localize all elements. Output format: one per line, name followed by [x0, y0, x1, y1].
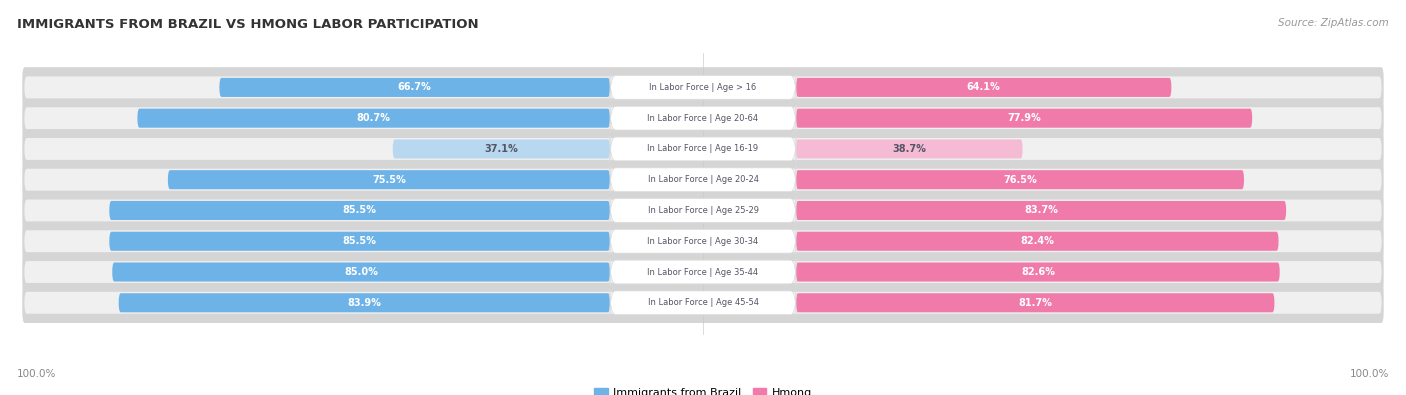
FancyBboxPatch shape: [610, 136, 796, 162]
FancyBboxPatch shape: [24, 107, 1382, 129]
FancyBboxPatch shape: [610, 228, 796, 254]
Text: In Labor Force | Age 25-29: In Labor Force | Age 25-29: [648, 206, 758, 215]
Text: 76.5%: 76.5%: [1002, 175, 1036, 185]
FancyBboxPatch shape: [118, 293, 610, 312]
FancyBboxPatch shape: [796, 170, 1244, 189]
FancyBboxPatch shape: [24, 169, 1382, 191]
FancyBboxPatch shape: [22, 190, 1384, 231]
FancyBboxPatch shape: [219, 78, 610, 97]
Text: In Labor Force | Age 20-24: In Labor Force | Age 20-24: [648, 175, 758, 184]
FancyBboxPatch shape: [610, 290, 796, 316]
FancyBboxPatch shape: [24, 138, 1382, 160]
FancyBboxPatch shape: [22, 129, 1384, 169]
Text: 85.5%: 85.5%: [343, 236, 377, 246]
Text: In Labor Force | Age 20-64: In Labor Force | Age 20-64: [647, 114, 759, 123]
Text: 37.1%: 37.1%: [485, 144, 519, 154]
FancyBboxPatch shape: [796, 232, 1278, 251]
Text: 85.0%: 85.0%: [344, 267, 378, 277]
FancyBboxPatch shape: [24, 199, 1382, 222]
FancyBboxPatch shape: [610, 259, 796, 285]
FancyBboxPatch shape: [110, 201, 610, 220]
Text: IMMIGRANTS FROM BRAZIL VS HMONG LABOR PARTICIPATION: IMMIGRANTS FROM BRAZIL VS HMONG LABOR PA…: [17, 18, 478, 31]
FancyBboxPatch shape: [24, 292, 1382, 314]
FancyBboxPatch shape: [796, 262, 1279, 282]
Text: 100.0%: 100.0%: [1350, 369, 1389, 379]
Text: 82.6%: 82.6%: [1021, 267, 1054, 277]
FancyBboxPatch shape: [796, 293, 1274, 312]
Text: 38.7%: 38.7%: [893, 144, 927, 154]
FancyBboxPatch shape: [24, 76, 1382, 98]
FancyBboxPatch shape: [22, 67, 1384, 107]
FancyBboxPatch shape: [138, 109, 610, 128]
FancyBboxPatch shape: [112, 262, 610, 282]
Text: 81.7%: 81.7%: [1018, 298, 1052, 308]
FancyBboxPatch shape: [796, 201, 1286, 220]
FancyBboxPatch shape: [796, 139, 1022, 158]
FancyBboxPatch shape: [22, 252, 1384, 292]
FancyBboxPatch shape: [22, 221, 1384, 261]
FancyBboxPatch shape: [110, 232, 610, 251]
FancyBboxPatch shape: [24, 230, 1382, 252]
FancyBboxPatch shape: [610, 74, 796, 100]
Text: In Labor Force | Age 35-44: In Labor Force | Age 35-44: [647, 267, 759, 276]
Text: 80.7%: 80.7%: [357, 113, 391, 123]
Text: Source: ZipAtlas.com: Source: ZipAtlas.com: [1278, 18, 1389, 28]
Text: In Labor Force | Age 45-54: In Labor Force | Age 45-54: [648, 298, 758, 307]
FancyBboxPatch shape: [610, 198, 796, 224]
FancyBboxPatch shape: [796, 109, 1253, 128]
Text: 66.7%: 66.7%: [398, 83, 432, 92]
Legend: Immigrants from Brazil, Hmong: Immigrants from Brazil, Hmong: [595, 388, 811, 395]
Text: 83.9%: 83.9%: [347, 298, 381, 308]
FancyBboxPatch shape: [392, 139, 610, 158]
FancyBboxPatch shape: [24, 261, 1382, 283]
FancyBboxPatch shape: [22, 282, 1384, 323]
FancyBboxPatch shape: [610, 105, 796, 131]
Text: 82.4%: 82.4%: [1021, 236, 1054, 246]
Text: 83.7%: 83.7%: [1024, 205, 1059, 216]
FancyBboxPatch shape: [796, 78, 1171, 97]
Text: In Labor Force | Age > 16: In Labor Force | Age > 16: [650, 83, 756, 92]
Text: 100.0%: 100.0%: [17, 369, 56, 379]
FancyBboxPatch shape: [22, 160, 1384, 200]
Text: In Labor Force | Age 30-34: In Labor Force | Age 30-34: [647, 237, 759, 246]
Text: In Labor Force | Age 16-19: In Labor Force | Age 16-19: [647, 145, 759, 153]
FancyBboxPatch shape: [610, 167, 796, 193]
Text: 64.1%: 64.1%: [967, 83, 1001, 92]
FancyBboxPatch shape: [167, 170, 610, 189]
Text: 77.9%: 77.9%: [1007, 113, 1040, 123]
FancyBboxPatch shape: [22, 98, 1384, 138]
Text: 75.5%: 75.5%: [373, 175, 406, 185]
Text: 85.5%: 85.5%: [343, 205, 377, 216]
